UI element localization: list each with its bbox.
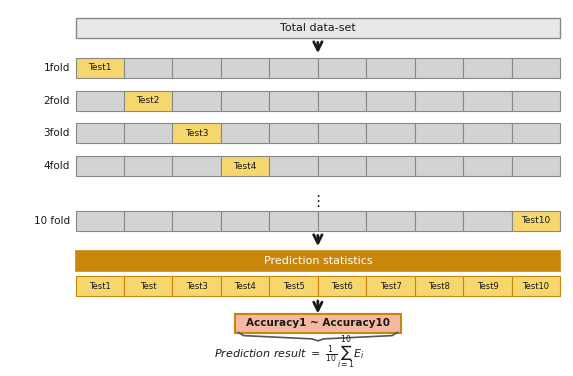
Bar (415, 91, 463, 111)
Bar (366, 58, 415, 78)
Bar (318, 123, 366, 143)
Bar (269, 276, 318, 296)
Bar (76, 251, 560, 271)
Bar (318, 156, 366, 176)
Text: 1fold: 1fold (44, 63, 70, 73)
Text: Accuracy1 ~ Accuracy10: Accuracy1 ~ Accuracy10 (246, 318, 390, 328)
Text: Test10: Test10 (523, 282, 550, 291)
Bar (76, 276, 124, 296)
Bar (221, 276, 269, 296)
Bar (512, 276, 560, 296)
Text: 10 fold: 10 fold (34, 216, 70, 226)
Bar (269, 211, 318, 231)
Bar (463, 58, 512, 78)
Bar (221, 58, 269, 78)
Text: Test6: Test6 (331, 282, 353, 291)
Bar (366, 91, 415, 111)
Text: Test1: Test1 (89, 282, 111, 291)
Bar (124, 58, 172, 78)
Text: Prediction statistics: Prediction statistics (264, 256, 372, 266)
Bar (76, 156, 124, 176)
Text: ⋮: ⋮ (310, 194, 325, 209)
Text: Test4: Test4 (234, 282, 256, 291)
Bar (221, 91, 269, 111)
Text: Total data-set: Total data-set (280, 23, 356, 33)
Bar (124, 91, 172, 111)
Text: Test1: Test1 (88, 63, 112, 72)
Text: Test8: Test8 (428, 282, 450, 291)
Bar (221, 123, 269, 143)
Bar (512, 58, 560, 78)
Bar (269, 58, 318, 78)
Bar (366, 276, 415, 296)
Bar (124, 211, 172, 231)
Bar (269, 123, 318, 143)
Text: 2fold: 2fold (44, 96, 70, 106)
Text: Test7: Test7 (380, 282, 402, 291)
Bar (366, 156, 415, 176)
Bar (76, 211, 124, 231)
Bar (318, 276, 366, 296)
Bar (76, 123, 124, 143)
Bar (415, 58, 463, 78)
Bar (172, 58, 221, 78)
Bar (172, 211, 221, 231)
Text: 4fold: 4fold (44, 161, 70, 171)
Bar (463, 211, 512, 231)
Bar (366, 211, 415, 231)
Bar (172, 276, 221, 296)
FancyBboxPatch shape (76, 18, 560, 38)
Text: Test3: Test3 (185, 129, 209, 138)
Bar (76, 58, 124, 78)
FancyBboxPatch shape (235, 314, 401, 333)
Bar (124, 276, 172, 296)
Bar (512, 156, 560, 176)
Bar (172, 91, 221, 111)
Text: $\it{Prediction\ result}$ $=$ $\frac{1}{10}$$\sum_{i=1}^{10}$$E_i$: $\it{Prediction\ result}$ $=$ $\frac{1}{… (214, 335, 365, 372)
Bar (172, 123, 221, 143)
Bar (463, 91, 512, 111)
Bar (463, 276, 512, 296)
Text: Test: Test (140, 282, 156, 291)
Bar (512, 123, 560, 143)
Bar (76, 91, 124, 111)
Bar (463, 156, 512, 176)
Text: Test2: Test2 (136, 96, 160, 105)
Text: Test3: Test3 (186, 282, 207, 291)
Bar (221, 211, 269, 231)
Bar (366, 123, 415, 143)
Bar (415, 211, 463, 231)
Bar (269, 91, 318, 111)
Text: Test4: Test4 (233, 162, 257, 171)
Bar (221, 156, 269, 176)
Bar (463, 123, 512, 143)
Bar (172, 156, 221, 176)
Text: 3fold: 3fold (44, 128, 70, 138)
Text: Test9: Test9 (477, 282, 499, 291)
Bar (318, 211, 366, 231)
Bar (415, 276, 463, 296)
Bar (269, 156, 318, 176)
Text: Test5: Test5 (282, 282, 304, 291)
Text: Test10: Test10 (521, 216, 551, 225)
Bar (415, 123, 463, 143)
Bar (318, 91, 366, 111)
Bar (124, 156, 172, 176)
Bar (512, 91, 560, 111)
Bar (512, 211, 560, 231)
Bar (415, 156, 463, 176)
Bar (318, 58, 366, 78)
Bar (124, 123, 172, 143)
